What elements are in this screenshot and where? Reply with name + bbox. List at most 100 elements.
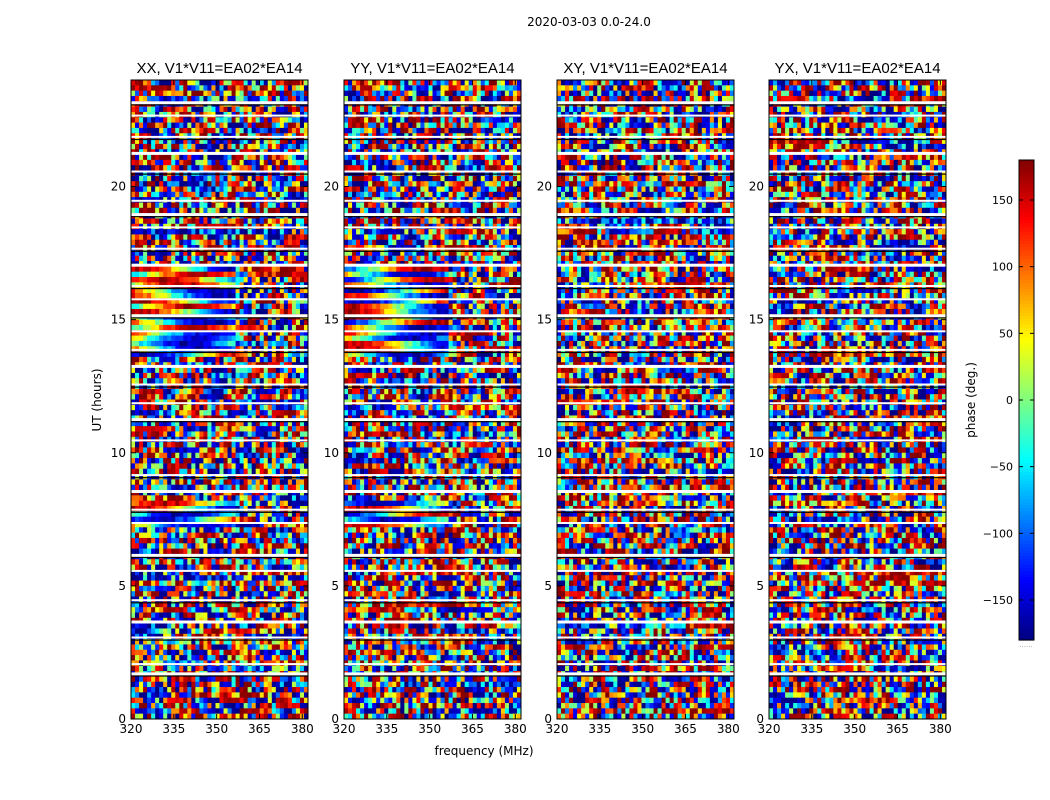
flagged-row <box>557 298 734 301</box>
flagged-row <box>131 298 308 301</box>
x-tick-label: 350 <box>418 722 441 736</box>
flagged-row <box>344 599 521 602</box>
x-tick-label: 365 <box>674 722 697 736</box>
flagged-row <box>557 199 734 202</box>
flagged-row-edge <box>131 602 308 604</box>
flagged-row <box>769 101 946 105</box>
flagged-row <box>344 247 521 250</box>
y-tick-label: 15 <box>749 313 764 327</box>
flagged-row <box>344 508 521 511</box>
flagged-row <box>344 636 521 639</box>
flagged-row-edge <box>131 216 308 218</box>
flagged-row-edge <box>769 138 946 141</box>
flagged-row-edge <box>557 386 734 388</box>
flagged-row-edge <box>557 675 734 677</box>
panel-title: YY, V1*V11=EA02*EA14 <box>350 60 514 77</box>
flagged-row <box>557 522 734 524</box>
flagged-row <box>769 620 946 624</box>
colorbar-tick-label: 0 <box>1006 394 1013 407</box>
flagged-row <box>769 285 946 287</box>
y-tick-label: 5 <box>118 579 126 593</box>
flagged-row-edge <box>344 317 521 319</box>
flagged-row <box>557 135 734 138</box>
flagged-row <box>131 522 308 524</box>
x-tick-label: 320 <box>333 722 356 736</box>
flagged-row-edge <box>557 104 734 106</box>
flagged-row-edge <box>344 288 521 290</box>
flagged-row <box>557 383 734 386</box>
flagged-row-edge <box>131 421 308 423</box>
panels: XX, V1*V11=EA02*EA14 320 335 350 365 380 0 5 10 1… <box>111 60 952 736</box>
flagged-row <box>557 620 734 624</box>
flagged-row <box>557 226 734 229</box>
flagged-row <box>557 348 734 351</box>
flagged-row-edge <box>131 477 308 479</box>
flagged-row-edge <box>131 173 308 175</box>
flagged-row <box>557 263 734 267</box>
flagged-row-edge <box>131 675 308 677</box>
flagged-row-edge <box>557 477 734 479</box>
flagged-row <box>131 114 308 117</box>
flagged-row-edge <box>557 216 734 218</box>
flagged-row <box>769 672 946 676</box>
x-tick-label: 365 <box>886 722 909 736</box>
y-tick-label: 10 <box>324 446 339 460</box>
flagged-row <box>769 663 946 666</box>
flagged-row <box>344 663 521 666</box>
phase-heatmap <box>344 80 521 719</box>
colorbar-tick-label: −150 <box>983 594 1013 607</box>
flagged-row <box>131 553 308 557</box>
y-tick-label: 10 <box>111 446 126 460</box>
flagged-row <box>769 298 946 301</box>
flagged-row <box>344 383 521 386</box>
y-tick-label: 20 <box>537 180 552 194</box>
flagged-row-edge <box>344 250 521 252</box>
y-tick-label: 15 <box>324 313 339 327</box>
flagged-row <box>769 263 946 267</box>
flagged-row <box>769 636 946 639</box>
colorbar-tick-label: −100 <box>983 527 1013 540</box>
x-tick-label: 335 <box>800 722 823 736</box>
flagged-row <box>769 418 946 422</box>
flagged-row <box>344 330 521 333</box>
flagged-row-edge <box>344 216 521 218</box>
flagged-row <box>557 474 734 477</box>
flagged-row <box>131 490 308 493</box>
x-tick-label: 320 <box>758 722 781 736</box>
flagged-row-edge <box>344 511 521 513</box>
flagged-row <box>769 114 946 117</box>
flagged-row <box>769 314 946 318</box>
flagged-row-edge <box>769 216 946 218</box>
flagged-row <box>131 263 308 267</box>
flagged-row-edge <box>131 104 308 106</box>
x-tick-label: 380 <box>504 722 527 736</box>
panel-frame <box>556 79 735 720</box>
flagged-row <box>557 418 734 422</box>
flagged-row <box>344 213 521 217</box>
flagged-row <box>131 383 308 386</box>
flagged-row-edge <box>769 386 946 388</box>
flagged-row <box>344 490 521 493</box>
y-tick-label: 5 <box>544 579 552 593</box>
flagged-row <box>131 418 308 422</box>
flagged-row <box>131 620 308 624</box>
flagged-row <box>131 672 308 676</box>
flagged-row <box>344 101 521 105</box>
flagged-row <box>344 553 521 557</box>
panel-frame <box>130 79 309 720</box>
flagged-row-edge <box>557 421 734 423</box>
flagged-row <box>131 508 308 511</box>
flagged-row <box>344 151 521 155</box>
colorbar-gradient <box>1019 160 1034 641</box>
flagged-row-edge <box>557 511 734 513</box>
x-tick-label: 365 <box>248 722 271 736</box>
flagged-row <box>557 285 734 287</box>
flagged-row <box>344 226 521 229</box>
y-axis-label: UT (hours) <box>90 368 104 431</box>
colorbar-footnote: ...... <box>1019 641 1032 649</box>
flagged-row <box>557 114 734 117</box>
flagged-row <box>131 213 308 217</box>
flagged-row <box>769 474 946 477</box>
flagged-row-edge <box>344 104 521 106</box>
flagged-row-edge <box>557 351 734 354</box>
